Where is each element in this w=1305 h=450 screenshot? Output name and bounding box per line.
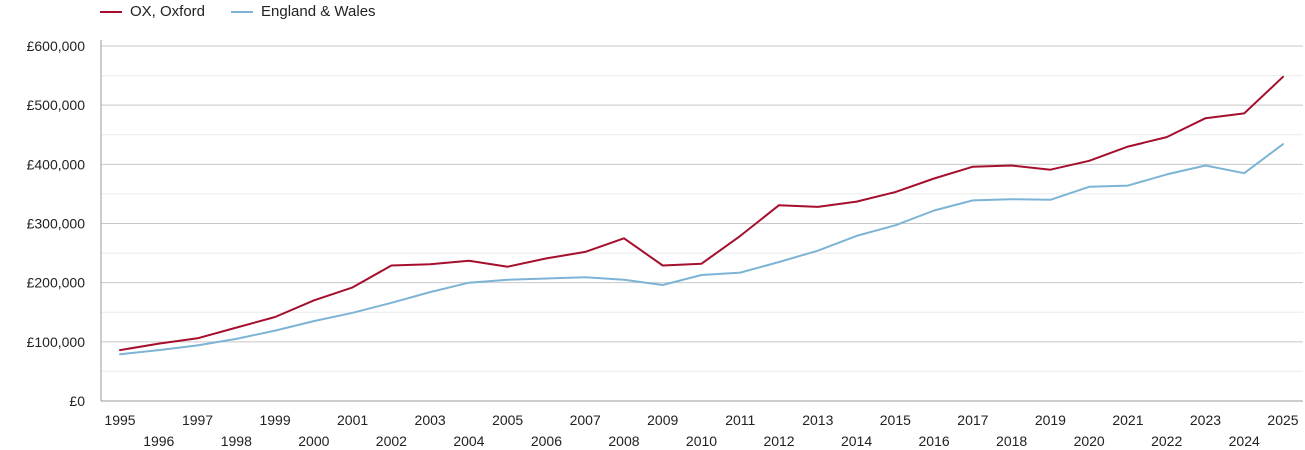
x-tick-label: 2012: [763, 433, 794, 449]
x-tick-label: 2018: [996, 433, 1027, 449]
y-tick-label: £100,000: [27, 334, 86, 350]
legend: OX, Oxford England & Wales: [100, 3, 376, 20]
grid-lines: [101, 45, 1303, 372]
x-tick-label: 2007: [570, 412, 601, 428]
x-tick-label: 2015: [880, 412, 911, 428]
x-tick-label: 2024: [1229, 433, 1260, 449]
legend-swatch-england-wales: [231, 10, 254, 13]
x-tick-label: 2019: [1035, 412, 1066, 428]
series-line-oxford: [119, 75, 1284, 352]
x-tick-label: 2023: [1190, 412, 1221, 428]
x-tick-label: 1999: [259, 412, 290, 428]
x-tick-label: 2006: [531, 433, 562, 449]
x-tick-label: 1997: [182, 412, 213, 428]
x-tick-labels: 1995 1996 1997 1998 1999 2000 2001 2002 2003 2004…: [104, 412, 1298, 449]
legend-label-oxford: OX, Oxford: [130, 3, 206, 20]
x-tick-label: 2002: [376, 433, 407, 449]
x-tick-label: 1998: [221, 433, 252, 449]
x-tick-label: 2021: [1112, 412, 1143, 428]
x-tick-label: 2013: [802, 412, 833, 428]
x-tick-label: 1996: [143, 433, 174, 449]
x-tick-label: 2011: [725, 412, 755, 428]
y-tick-label: £300,000: [27, 216, 86, 232]
x-tick-label: 2008: [608, 433, 639, 449]
legend-label-england-wales: England & Wales: [261, 3, 376, 20]
x-tick-label: 2004: [453, 433, 484, 449]
y-tick-label: £400,000: [27, 156, 86, 172]
x-tick-label: 2020: [1074, 433, 1105, 449]
x-tick-label: 2003: [415, 412, 446, 428]
y-tick-label: £600,000: [27, 38, 86, 54]
legend-item-oxford: OX, Oxford: [100, 3, 205, 20]
legend-swatch-oxford: [100, 10, 122, 13]
x-tick-label: 2010: [686, 433, 717, 449]
x-tick-label: 2000: [298, 433, 329, 449]
y-tick-label: £500,000: [27, 97, 86, 113]
y-tick-labels: £0 £100,000 £200,000 £300,000 £400,000 £500,0…: [27, 38, 86, 409]
x-tick-label: 2001: [337, 412, 368, 428]
legend-item-england-wales: England & Wales: [231, 3, 376, 20]
axes: [100, 40, 1303, 402]
x-tick-label: 2014: [841, 433, 872, 449]
x-tick-label: 2009: [647, 412, 678, 428]
y-tick-label: £0: [69, 393, 85, 409]
series-lines: [119, 75, 1284, 356]
x-tick-label: 2022: [1151, 433, 1182, 449]
x-tick-label: 2005: [492, 412, 523, 428]
x-tick-label: 1995: [104, 412, 135, 428]
x-tick-label: 2017: [957, 412, 988, 428]
x-tick-label: 2016: [919, 433, 950, 449]
y-tick-label: £200,000: [27, 275, 86, 291]
series-line-england-wales: [119, 143, 1284, 356]
x-tick-label: 2025: [1267, 412, 1298, 428]
